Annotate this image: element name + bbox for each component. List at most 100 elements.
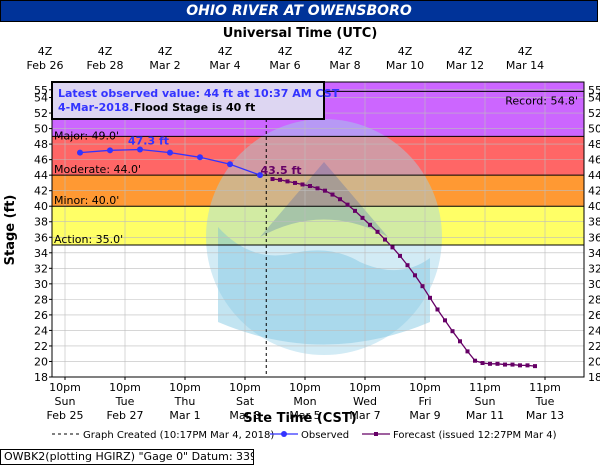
y-axis-title: Stage (ft) [3, 195, 18, 266]
y-tick-label-right: 20 [588, 355, 600, 368]
hydrograph-chart: Record: 54.8' Major: 49.0' Moderate: 44.0'… [3, 26, 600, 441]
y-tick-label: 44 [34, 169, 48, 182]
observed-point [77, 149, 83, 156]
forecast-point [525, 363, 530, 368]
x-tick-label: 10pm [349, 381, 381, 394]
category-labels: Record: 54.8' Major: 49.0' Moderate: 44.0'… [54, 94, 578, 246]
y-tick-label: 26 [34, 309, 48, 322]
x-tick-label: 10pm [289, 381, 321, 394]
forecast-point [405, 263, 410, 268]
annotation-line1: Latest observed value: 44 ft at 10:37 AM… [58, 87, 340, 100]
observed-point [197, 154, 203, 161]
forecast-point [420, 284, 425, 289]
forecast-point [338, 197, 342, 202]
legend-observed-label: Observed [301, 430, 349, 441]
y-tick-label-right: 40 [588, 200, 600, 213]
annotation-line2b: Flood Stage is 40 ft [134, 101, 255, 114]
y-tick-label: 54 [34, 92, 48, 105]
observed-point [167, 149, 173, 156]
forecast-point [308, 184, 312, 189]
x-tick-label: Thu [174, 395, 196, 408]
x-tick-label: Mar 5 [289, 409, 320, 422]
forecast-point [503, 362, 507, 367]
y-tick-label: 42 [34, 185, 48, 198]
y-tick-label-right: 48 [588, 138, 600, 151]
y-tick-label: 24 [34, 324, 48, 337]
x-top-tick-label: Feb 26 [27, 59, 64, 72]
forecast-point [495, 361, 500, 366]
y-tick-label-right: 42 [588, 185, 600, 198]
y-tick-label: 32 [34, 262, 48, 275]
x-top-tick-label: 4Z [38, 45, 53, 58]
y-tick-label: 18 [34, 371, 48, 384]
x-tick-label: Mar 1 [169, 409, 200, 422]
observed-point [107, 147, 113, 154]
forecast-point [533, 364, 537, 369]
action-label: Action: 35.0' [54, 233, 123, 246]
x-tick-label: Tue [535, 395, 555, 408]
legend-observed-marker [281, 431, 287, 437]
forecast-point [353, 208, 357, 213]
x-top-tick-label: Mar 6 [269, 59, 300, 72]
forecast-point [300, 182, 305, 187]
y-tick-label-right: 18 [588, 371, 600, 384]
forecast-point [323, 188, 327, 193]
x-axis-title: Site Time (CST) [243, 411, 356, 426]
x-top-tick-label: Mar 8 [329, 59, 360, 72]
y-tick-label: 30 [34, 278, 48, 291]
y-tick-label: 36 [34, 231, 48, 244]
chart-title: OHIO RIVER AT OWENSBORO [0, 0, 598, 22]
x-top-tick-label: Mar 14 [506, 59, 544, 72]
top-axis-title: Universal Time (UTC) [223, 26, 378, 41]
x-top-tick-label: Feb 28 [87, 59, 124, 72]
x-tick-label: 10pm [169, 381, 201, 394]
x-tick-label: Feb 25 [47, 409, 84, 422]
forecast-point [435, 307, 440, 312]
y-tick-label-right: 32 [588, 262, 600, 275]
x-tick-label: Feb 27 [107, 409, 144, 422]
forecast-point [458, 339, 462, 344]
y-tick-label: 20 [34, 355, 48, 368]
x-top-tick-label: Mar 4 [209, 59, 240, 72]
point-labels: 47.3 ft 43.5 ft [128, 135, 302, 178]
y-tick-label-right: 52 [588, 107, 600, 120]
x-tick-label: Sun [475, 395, 496, 408]
forecast-point [413, 273, 417, 278]
x-top-tick-label: Mar 12 [446, 59, 484, 72]
minor-label: Minor: 40.0' [54, 194, 119, 207]
forecast-point [278, 177, 282, 182]
datum-footer: OWBK2(plotting HGIRZ) "Gage 0" Datum: 33… [0, 449, 254, 465]
x-tick-label: 11pm [529, 381, 561, 394]
x-tick-label: Fri [418, 395, 431, 408]
x-top-tick-label: 4Z [458, 45, 473, 58]
x-tick-label: Sat [236, 395, 255, 408]
forecast-point [518, 363, 522, 368]
latest-value-annotation: Latest observed value: 44 ft at 10:37 AM… [51, 81, 340, 120]
x-tick-label: 10pm [109, 381, 141, 394]
y-tick-label-right: 22 [588, 340, 600, 353]
x-tick-label: Mar 9 [409, 409, 440, 422]
x-tick-label: Mar 13 [526, 409, 564, 422]
x-top-tick-label: 4Z [98, 45, 113, 58]
point-value-label: 43.5 ft [261, 164, 302, 177]
moderate-label: Moderate: 44.0' [54, 163, 141, 176]
y-tick-label-right: 36 [588, 231, 600, 244]
y-tick-label-right: 30 [588, 278, 600, 291]
forecast-point [510, 362, 515, 367]
forecast-point [360, 215, 365, 220]
y-tick-label: 55 [34, 84, 48, 97]
observed-point [257, 172, 263, 179]
x-tick-label: Mon [293, 395, 316, 408]
y-tick-label: 48 [34, 138, 48, 151]
y-tick-label-right: 54 [588, 92, 600, 105]
y-tick-label: 50 [34, 123, 48, 136]
y-tick-label-right: 46 [588, 154, 600, 167]
forecast-point [375, 229, 380, 234]
y-tick-label: 22 [34, 340, 48, 353]
band-minor [52, 206, 584, 246]
forecast-point [390, 245, 395, 250]
x-top-tick-label: 4Z [218, 45, 233, 58]
legend-forecast-label: Forecast (issued 12:27PM Mar 4) [393, 430, 557, 441]
